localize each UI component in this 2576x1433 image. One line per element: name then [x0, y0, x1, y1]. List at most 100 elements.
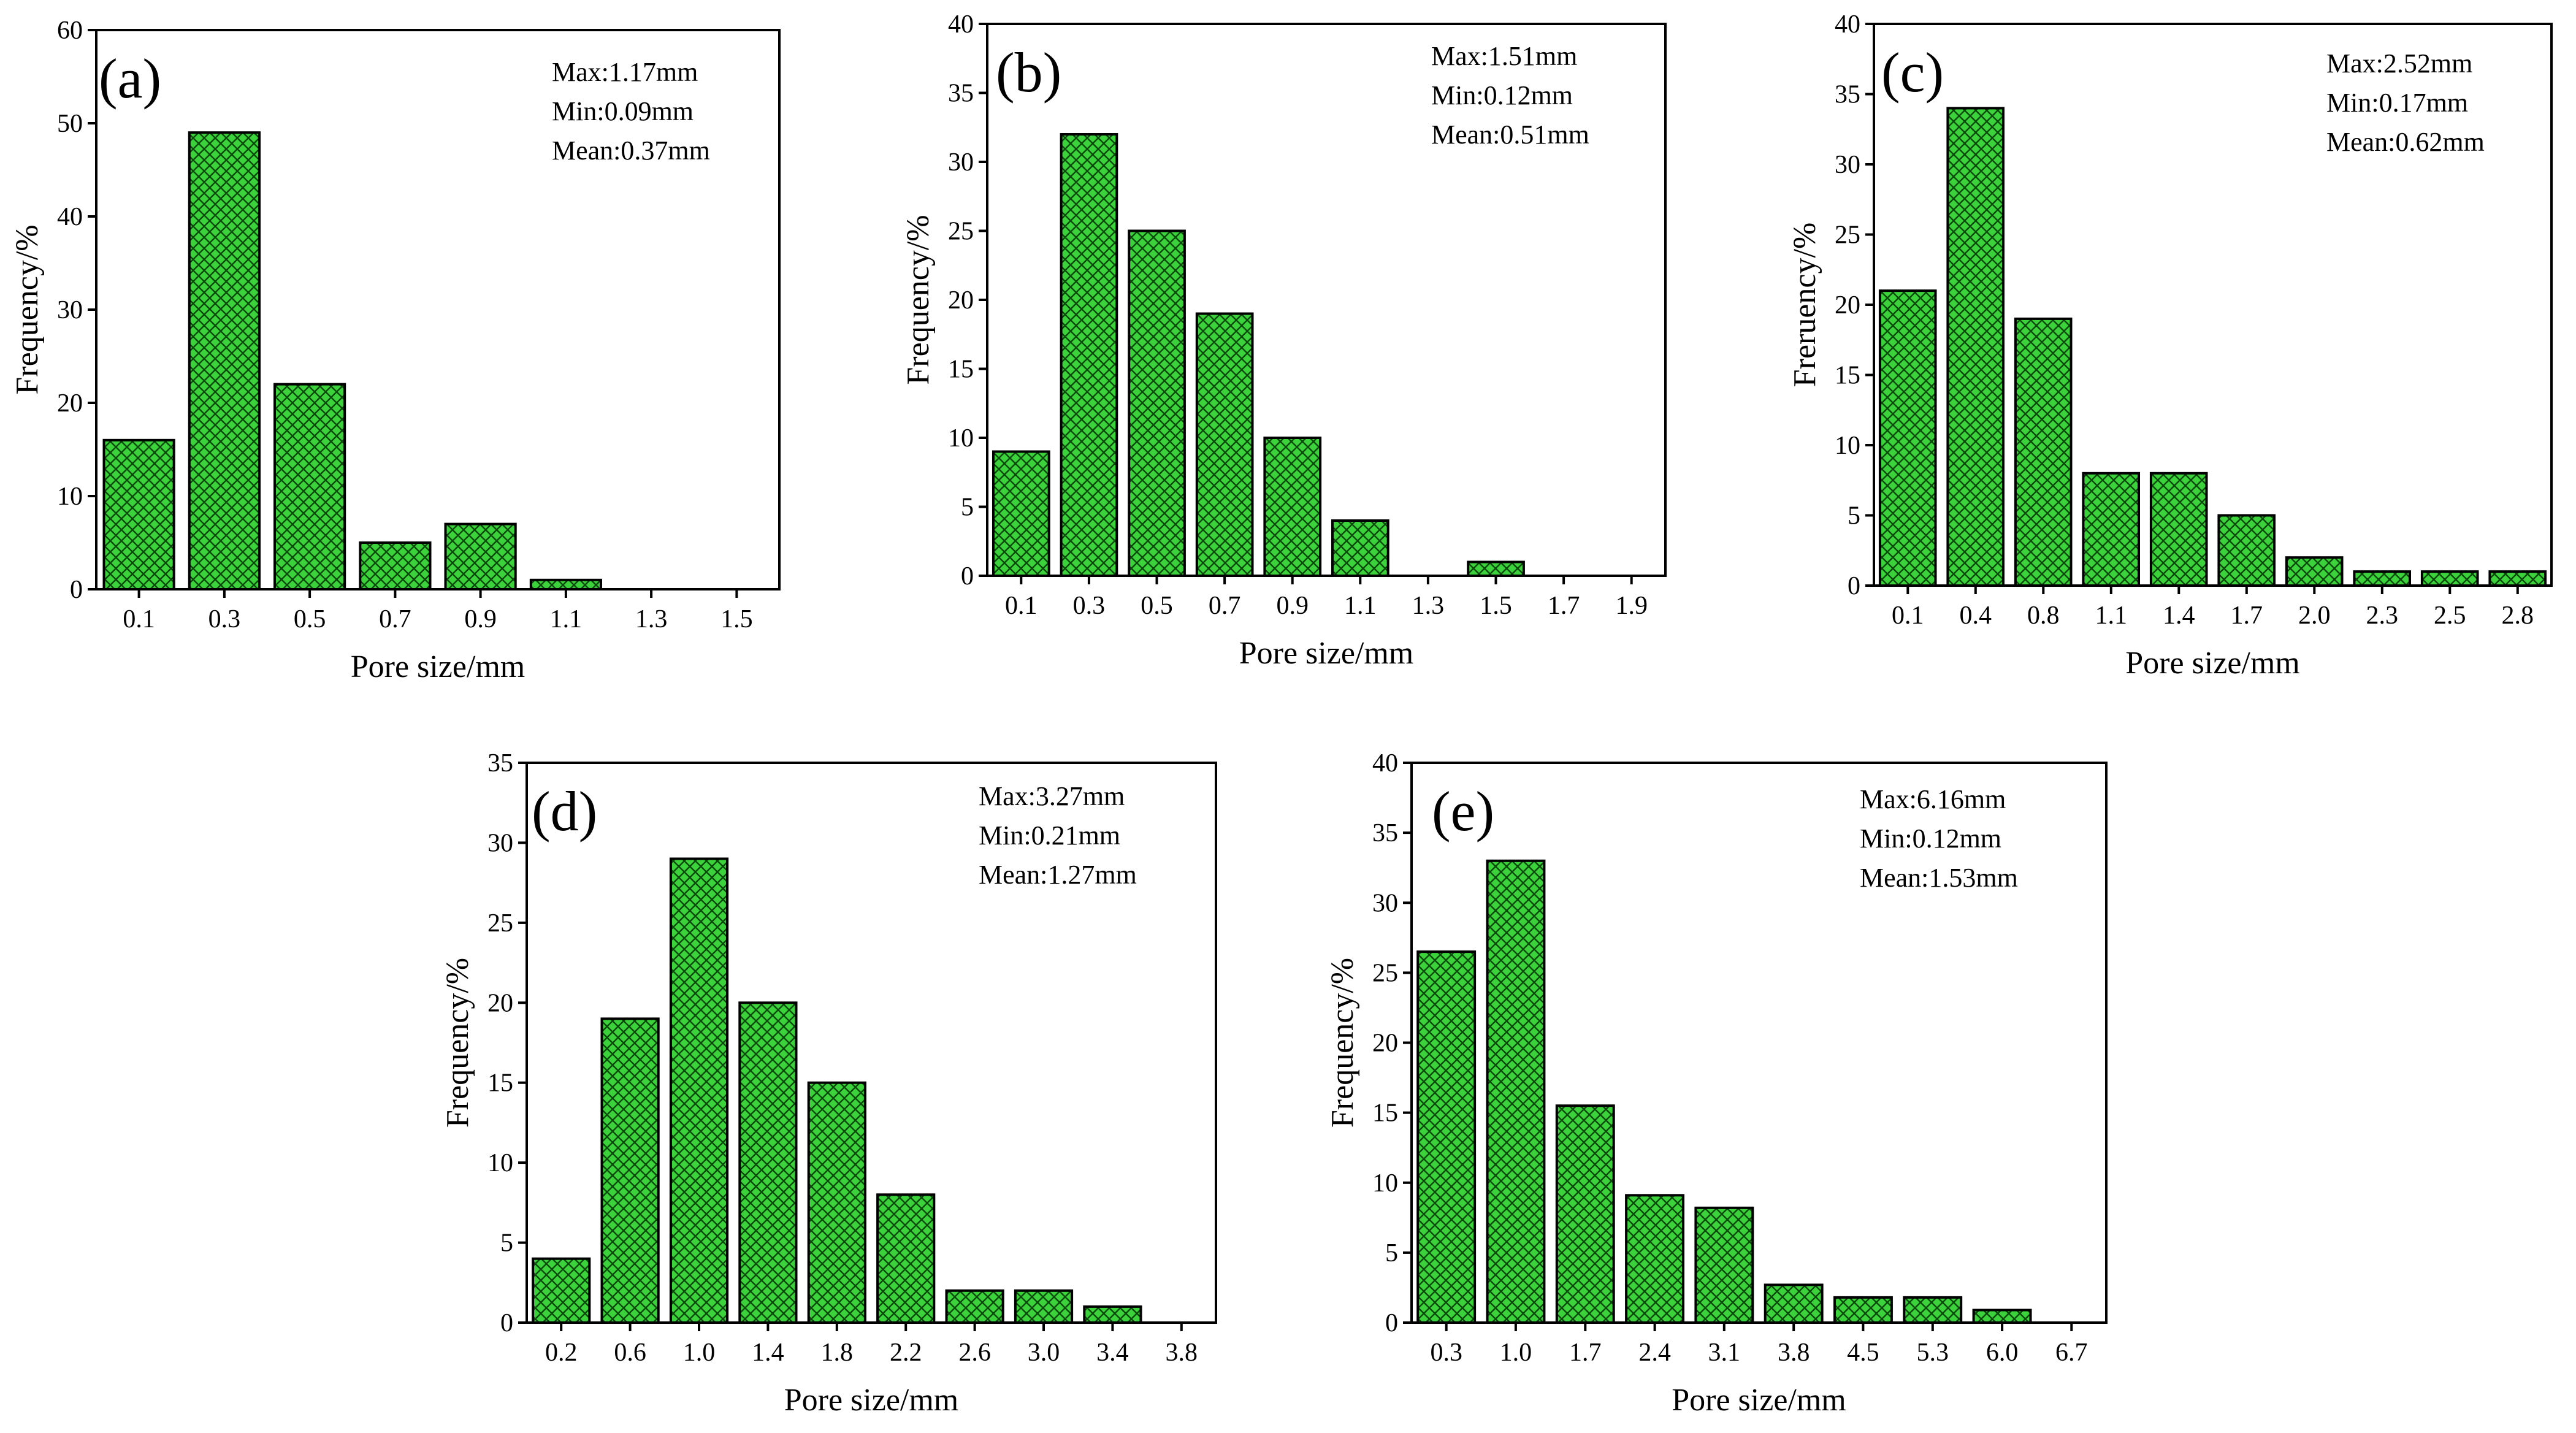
y-tick-label: 20: [1835, 291, 1860, 319]
bar-1.0: [669, 857, 729, 1324]
y-tick-label: 25: [487, 909, 513, 938]
stat-annotation: Max:1.51mm: [1431, 41, 1577, 71]
stat-annotation: Max:2.52mm: [2326, 48, 2472, 78]
stat-annotation: Mean:1.53mm: [1860, 863, 2018, 893]
chart-panel-a: 0 10 20 30 40 50 60 0.1 0.3 0.5 0.7 0.9 1.1 1.3 1.5 Por…: [10, 17, 781, 684]
y-tick-label: 0: [500, 1309, 513, 1337]
x-tick-label: 0.4: [1960, 602, 1992, 630]
y-tick-label: 30: [948, 148, 974, 177]
x-tick-label: 1.1: [550, 605, 583, 633]
bar-2.4: [1625, 1194, 1685, 1324]
x-tick-label: 0.3: [208, 605, 241, 633]
x-tick-label: 0.1: [1005, 592, 1038, 620]
bar-0.2: [532, 1257, 591, 1324]
stat-annotation: Min:0.17mm: [2326, 88, 2468, 118]
y-tick-label: 10: [1372, 1169, 1398, 1198]
y-tick-label: 40: [57, 203, 83, 231]
bar-2.0: [2285, 556, 2344, 587]
y-tick-label: 35: [1372, 819, 1398, 847]
bar-0.7: [359, 541, 432, 590]
x-tick-label: 0.1: [123, 605, 155, 633]
x-tick-label: 2.4: [1638, 1339, 1671, 1367]
x-tick-label: 1.3: [1412, 592, 1445, 620]
bar-1.4: [738, 1001, 798, 1324]
y-tick-label: 60: [57, 17, 83, 45]
x-tick-label: 1.7: [1548, 592, 1580, 620]
stat-annotation: Mean:0.51mm: [1431, 120, 1589, 150]
x-tick-label: 2.6: [958, 1339, 991, 1367]
bar-0.3: [188, 131, 261, 590]
bar-6.0: [1972, 1309, 2032, 1324]
x-axis-title: Pore size/mm: [1239, 636, 1414, 671]
x-tick-label: 2.0: [2298, 602, 2331, 630]
x-tick-label: 0.5: [294, 605, 326, 633]
bar-3.0: [1014, 1289, 1074, 1324]
y-tick-label: 30: [1835, 151, 1860, 179]
x-tick-label: 1.1: [1344, 592, 1377, 620]
x-tick-label: 3.0: [1028, 1339, 1060, 1367]
x-tick-label: 1.0: [1500, 1339, 1532, 1367]
x-tick-label: 6.0: [1986, 1339, 2019, 1367]
chart-panel-c: 0 5 10 15 20 25 30 35 40 0.1 0.4 0.8 1.1 1.4 1.7 2.0 2.3…: [1787, 10, 2553, 681]
x-tick-label: 1.1: [2095, 602, 2128, 630]
y-tick-label: 25: [948, 218, 974, 246]
y-axis-title: Frequency/%: [440, 958, 475, 1128]
y-tick-label: 25: [1835, 221, 1860, 250]
x-axis-title: Pore size/mm: [784, 1383, 959, 1418]
bar-1.5: [1467, 560, 1525, 577]
bar-0.4: [1946, 107, 2005, 587]
x-tick-label: 2.5: [2434, 602, 2466, 630]
x-tick-label: 0.2: [545, 1339, 578, 1367]
x-tick-label: 0.6: [614, 1339, 646, 1367]
y-tick-label: 5: [1385, 1239, 1398, 1267]
x-tick-label: 5.3: [1917, 1339, 1949, 1367]
x-tick-label: 0.5: [1141, 592, 1173, 620]
x-tick-label: 3.8: [1778, 1339, 1810, 1367]
bar-2.2: [876, 1193, 936, 1324]
stat-annotation: Min:0.21mm: [979, 820, 1120, 850]
y-tick-label: 40: [948, 10, 974, 39]
x-tick-label: 0.3: [1430, 1339, 1462, 1367]
y-tick-label: 30: [57, 296, 83, 324]
x-tick-label: 1.4: [2163, 602, 2195, 630]
y-tick-label: 20: [1372, 1030, 1398, 1058]
bar-1.4: [2149, 472, 2208, 587]
panel-label: (e): [1432, 780, 1494, 843]
x-tick-label: 3.4: [1096, 1339, 1129, 1367]
bar-0.3: [1060, 133, 1118, 577]
x-tick-label: 6.7: [2055, 1339, 2088, 1367]
y-tick-label: 0: [961, 562, 974, 590]
y-tick-label: 30: [1372, 889, 1398, 917]
bar-3.4: [1083, 1305, 1142, 1324]
bar-0.5: [1128, 229, 1186, 577]
bar-0.9: [444, 522, 517, 590]
y-tick-label: 25: [1372, 959, 1398, 987]
y-tick-label: 15: [1372, 1099, 1398, 1128]
bar-0.8: [2014, 317, 2073, 587]
stat-annotation: Min:0.09mm: [552, 96, 694, 126]
y-tick-label: 35: [1835, 81, 1860, 109]
x-tick-label: 1.9: [1615, 592, 1648, 620]
chart-panel-e: 0 5 10 15 20 25 30 35 40 0.3 1.0 1.7 2.4 3.1 3.8 4.5 5.3…: [1325, 749, 2108, 1418]
y-tick-label: 10: [487, 1149, 513, 1177]
y-tick-label: 20: [948, 286, 974, 315]
y-tick-label: 0: [1385, 1309, 1398, 1337]
y-tick-label: 10: [57, 483, 83, 511]
x-tick-label: 0.8: [2027, 602, 2060, 630]
stat-annotation: Min:0.12mm: [1431, 80, 1573, 110]
x-tick-label: 1.8: [821, 1339, 854, 1367]
panel-label: (b): [996, 41, 1061, 104]
y-tick-label: 40: [1372, 749, 1398, 778]
y-tick-label: 20: [487, 989, 513, 1017]
x-tick-label: 0.7: [379, 605, 411, 633]
y-tick-label: 20: [57, 389, 83, 418]
y-tick-label: 0: [70, 576, 83, 604]
y-tick-label: 10: [948, 424, 974, 453]
x-tick-label: 1.5: [1480, 592, 1512, 620]
x-tick-label: 2.3: [2366, 602, 2399, 630]
y-tick-label: 5: [500, 1229, 513, 1258]
stat-annotation: Min:0.12mm: [1860, 823, 2001, 854]
y-tick-label: 15: [1835, 362, 1860, 390]
y-tick-label: 40: [1835, 10, 1860, 39]
panel-label: (c): [1881, 41, 1944, 104]
